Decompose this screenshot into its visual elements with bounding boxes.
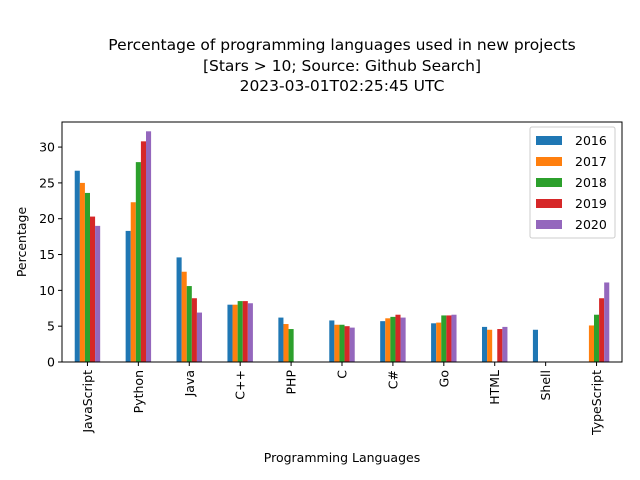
bar-2019-java xyxy=(191,298,197,362)
bar-2016-go xyxy=(431,323,437,362)
bar-2019-c# xyxy=(395,314,401,362)
x-tick-label-python: Python xyxy=(131,370,146,413)
bar-2017-java xyxy=(181,271,187,362)
bar-2017-c xyxy=(334,324,340,362)
bar-2020-typescript xyxy=(604,282,610,362)
bar-2017-python xyxy=(130,202,136,362)
bar-2017-go xyxy=(436,322,442,362)
x-axis-label: Programming Languages xyxy=(264,450,420,465)
chart-title: Percentage of programming languages used… xyxy=(108,36,575,95)
bar-2016-c++ xyxy=(227,304,233,362)
bar-2018-go xyxy=(441,315,447,362)
legend-swatch-2017 xyxy=(536,157,562,166)
bar-2017-typescript xyxy=(588,325,594,362)
bar-2019-go xyxy=(446,315,452,362)
bar-2018-java xyxy=(186,286,192,362)
legend-label-2020: 2020 xyxy=(575,217,607,232)
y-axis-ticks: 0 5 10 15 20 25 30 xyxy=(39,140,62,370)
x-tick-label-c: C xyxy=(335,370,350,379)
bar-2016-php xyxy=(278,317,284,362)
y-axis-label: Percentage xyxy=(14,207,29,278)
bar-2019-html xyxy=(497,329,503,362)
bar-2018-c xyxy=(339,324,345,362)
bar-2018-python xyxy=(135,162,141,362)
chart-title-line-3: 2023-03-01T02:25:45 UTC xyxy=(240,77,445,95)
bar-2019-c++ xyxy=(242,301,248,362)
bar-2019-typescript xyxy=(599,298,605,362)
bar-2017-html xyxy=(487,329,493,362)
legend-swatch-2020 xyxy=(536,220,562,229)
x-tick-label-c#: C# xyxy=(385,370,400,389)
legend-swatch-2019 xyxy=(536,199,562,208)
legend-label-2018: 2018 xyxy=(575,175,607,190)
legend-box xyxy=(529,126,616,239)
bar-2020-javascript xyxy=(95,225,101,362)
chart-title-line-1: Percentage of programming languages used… xyxy=(108,36,575,54)
y-tick-label: 30 xyxy=(39,140,55,155)
bar-2018-typescript xyxy=(594,314,600,362)
bar-2020-html xyxy=(502,326,508,362)
bar-2016-python xyxy=(125,230,131,362)
x-tick-label-java: Java xyxy=(182,370,197,397)
bar-2019-javascript xyxy=(90,216,96,362)
legend: 2016 2017 2018 2019 2020 xyxy=(529,126,616,239)
bar-2020-c xyxy=(349,327,355,362)
bar-2016-c# xyxy=(380,321,386,362)
y-tick-label: 5 xyxy=(47,319,55,334)
chart-title-line-2: [Stars > 10; Source: Github Search] xyxy=(203,57,481,75)
x-tick-label-c++: C++ xyxy=(233,370,248,400)
bar-2016-html xyxy=(482,326,488,362)
plot-frame xyxy=(61,121,623,363)
x-tick-label-php: PHP xyxy=(284,370,299,395)
legend-label-2016: 2016 xyxy=(575,133,607,148)
bar-2018-php xyxy=(288,329,294,362)
bar-2017-c++ xyxy=(232,304,238,362)
bar-2019-python xyxy=(140,141,146,362)
bar-series xyxy=(74,131,610,362)
bar-2020-c# xyxy=(400,317,406,362)
x-tick-label-html: HTML xyxy=(487,370,502,405)
x-tick-label-go: Go xyxy=(436,370,451,387)
bar-2016-shell xyxy=(532,329,538,362)
bar-2016-c xyxy=(329,320,335,362)
legend-label-2017: 2017 xyxy=(575,154,607,169)
legend-swatch-2018 xyxy=(536,178,562,187)
bar-2020-python xyxy=(146,131,152,362)
bar-2016-javascript xyxy=(74,170,80,362)
x-axis-ticks: JavaScript Python Java C++ PHP C C# Go HTML Shell… xyxy=(80,362,604,436)
y-tick-label: 20 xyxy=(39,211,55,226)
legend-swatch-2016 xyxy=(536,136,562,145)
y-tick-label: 15 xyxy=(39,247,55,262)
bar-2019-c xyxy=(344,326,350,362)
bar-2018-c# xyxy=(390,316,396,362)
bar-2017-php xyxy=(283,324,289,362)
bar-2017-javascript xyxy=(79,182,85,362)
bar-2016-java xyxy=(176,257,182,362)
bar-2018-c++ xyxy=(237,301,243,362)
bar-2020-java xyxy=(196,312,202,362)
bar-2017-c# xyxy=(385,318,391,362)
bar-2020-c++ xyxy=(247,303,253,362)
x-tick-label-shell: Shell xyxy=(538,370,553,401)
bar-2018-javascript xyxy=(84,192,90,362)
bar-2020-go xyxy=(451,314,457,362)
y-tick-label: 25 xyxy=(39,175,55,190)
y-tick-label: 0 xyxy=(47,355,55,370)
x-tick-label-typescript: TypeScript xyxy=(589,370,604,436)
y-tick-label: 10 xyxy=(39,283,55,298)
legend-label-2019: 2019 xyxy=(575,196,607,211)
x-tick-label-javascript: JavaScript xyxy=(80,370,95,434)
